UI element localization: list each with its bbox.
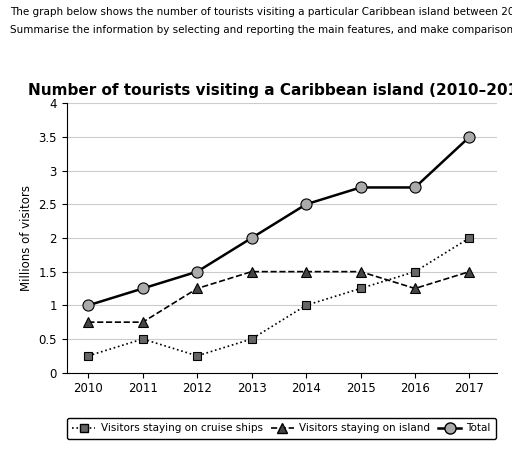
Title: Number of tourists visiting a Caribbean island (2010–2017): Number of tourists visiting a Caribbean … [28,83,512,98]
Text: The graph below shows the number of tourists visiting a particular Caribbean isl: The graph below shows the number of tour… [10,7,512,17]
Y-axis label: Millions of visitors: Millions of visitors [19,185,33,291]
Legend: Visitors staying on cruise ships, Visitors staying on island, Total: Visitors staying on cruise ships, Visito… [67,418,496,439]
Text: Summarise the information by selecting and reporting the main features, and make: Summarise the information by selecting a… [10,25,512,35]
